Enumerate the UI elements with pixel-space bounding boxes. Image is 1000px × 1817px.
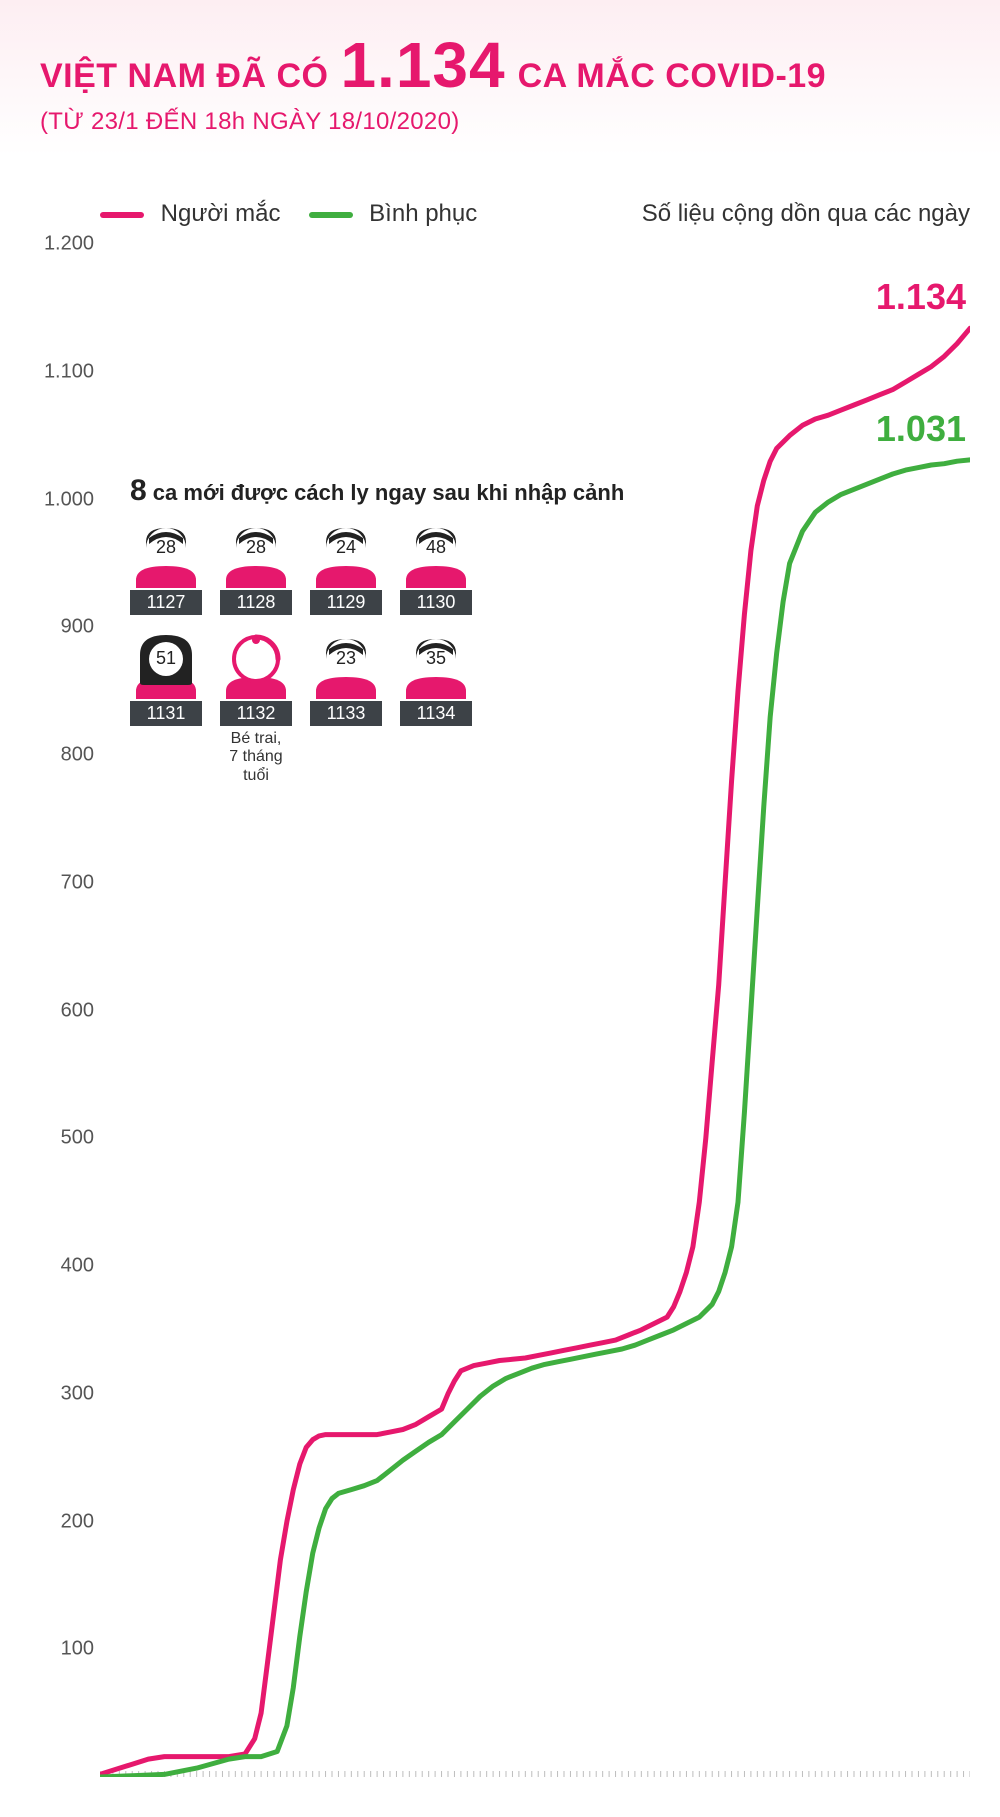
person-icon: 1132 Bé trai,7 tháng tuổi (220, 633, 292, 785)
y-tick-label: 700 (30, 871, 94, 894)
legend-cases-label: Người mắc (161, 200, 281, 227)
person-icon: 51 1131 (130, 633, 202, 785)
legend-recovered: Bình phục (309, 200, 478, 228)
chart-area: Người mắc Bình phục Số liệu cộng dồn qua… (0, 180, 1000, 1817)
person-id: 1133 (310, 701, 382, 726)
end-label-cases: 1.134 (876, 276, 966, 318)
y-tick-label: 900 (30, 616, 94, 639)
person-note: Bé trai,7 tháng tuổi (220, 730, 292, 785)
legend-swatch-cases (100, 212, 144, 218)
svg-text:24: 24 (336, 537, 356, 557)
person-id: 1130 (400, 590, 472, 615)
y-tick-label: 100 (30, 1638, 94, 1661)
svg-text:23: 23 (336, 648, 356, 668)
legend: Người mắc Bình phục Số liệu cộng dồn qua… (100, 200, 970, 228)
y-tick-label: 800 (30, 744, 94, 767)
title-pre: VIỆT NAM ĐÃ CÓ (40, 57, 328, 96)
header: VIỆT NAM ĐÃ CÓ 1.134 CA MẮC COVID-19 (TỪ… (0, 0, 1000, 156)
y-tick-label: 200 (30, 1510, 94, 1533)
person-id: 1134 (400, 701, 472, 726)
person-id: 1127 (130, 590, 202, 615)
legend-swatch-recovered (309, 212, 353, 218)
end-label-recovered: 1.031 (876, 408, 966, 450)
person-icon: 24 1129 (310, 522, 382, 615)
person-icon: 28 1127 (130, 522, 202, 615)
person-icon: 48 1130 (400, 522, 472, 615)
title-number: 1.134 (340, 28, 505, 102)
y-tick-label: 400 (30, 1255, 94, 1278)
svg-text:48: 48 (426, 537, 446, 557)
svg-text:35: 35 (426, 648, 446, 668)
y-tick-label: 1.200 (30, 233, 94, 256)
person-icon: 23 1133 (310, 633, 382, 785)
svg-text:28: 28 (156, 537, 176, 557)
y-tick-label: 1.000 (30, 488, 94, 511)
legend-cases: Người mắc (100, 200, 281, 228)
svg-text:28: 28 (246, 537, 266, 557)
info-box: 8 ca mới được cách ly ngay sau khi nhập … (130, 474, 624, 803)
person-id: 1128 (220, 590, 292, 615)
plot: 1.134 1.031 8 ca mới được cách ly ngay s… (100, 244, 970, 1777)
person-id: 1132 (220, 701, 292, 726)
title-post: CA MẮC COVID-19 (518, 57, 827, 96)
person-id: 1131 (130, 701, 202, 726)
y-tick-label: 500 (30, 1127, 94, 1150)
info-count: 8 (130, 474, 147, 507)
legend-cumulative-label: Số liệu cộng dồn qua các ngày (642, 200, 970, 228)
y-tick-label: 600 (30, 999, 94, 1022)
persons-grid: 28 1127 28 1128 24 1129 48 1130 51 1131 (130, 522, 624, 785)
info-title: 8 ca mới được cách ly ngay sau khi nhập … (130, 474, 624, 508)
y-tick-label: 300 (30, 1382, 94, 1405)
subtitle: (TỪ 23/1 ĐẾN 18h NGÀY 18/10/2020) (40, 108, 960, 136)
person-icon: 35 1134 (400, 633, 472, 785)
info-title-rest: ca mới được cách ly ngay sau khi nhập cả… (147, 480, 625, 505)
page-title: VIỆT NAM ĐÃ CÓ 1.134 CA MẮC COVID-19 (40, 28, 960, 102)
svg-text:51: 51 (156, 648, 176, 668)
y-tick-label: 1.100 (30, 360, 94, 383)
person-id: 1129 (310, 590, 382, 615)
legend-recovered-label: Bình phục (369, 200, 477, 227)
person-icon: 28 1128 (220, 522, 292, 615)
